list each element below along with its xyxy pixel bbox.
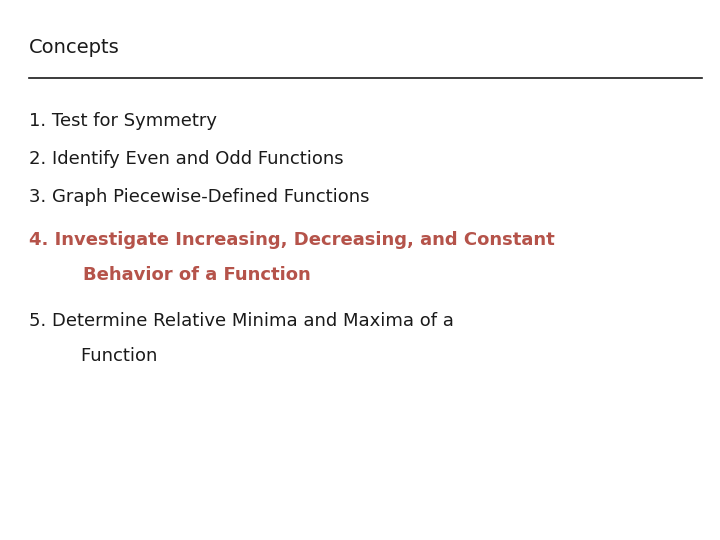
Text: 1. Test for Symmetry: 1. Test for Symmetry — [29, 112, 217, 131]
Text: Function: Function — [58, 347, 157, 366]
Text: 5. Determine Relative Minima and Maxima of a: 5. Determine Relative Minima and Maxima … — [29, 312, 454, 330]
Text: 4. Investigate Increasing, Decreasing, and Constant: 4. Investigate Increasing, Decreasing, a… — [29, 231, 554, 249]
Text: 3. Graph Piecewise-Defined Functions: 3. Graph Piecewise-Defined Functions — [29, 188, 369, 206]
Text: Concepts: Concepts — [29, 38, 120, 57]
Text: Behavior of a Function: Behavior of a Function — [58, 266, 310, 285]
Text: 2. Identify Even and Odd Functions: 2. Identify Even and Odd Functions — [29, 150, 343, 168]
